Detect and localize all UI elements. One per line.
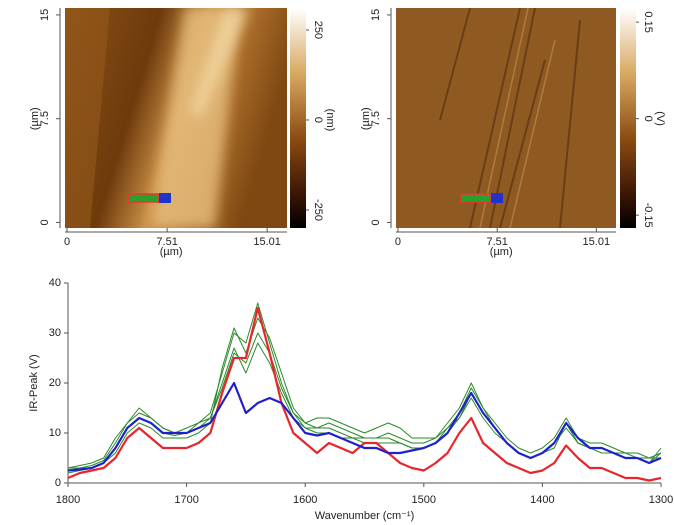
y-tick-label: 0 xyxy=(55,477,61,489)
spectrum-line xyxy=(67,317,662,474)
x-tick-label: 0 xyxy=(395,236,401,248)
x-tick-label: 1600 xyxy=(293,494,317,506)
x-axis-label: (µm) xyxy=(160,246,183,258)
x-tick-label: 15.01 xyxy=(253,236,281,248)
spectrum-line xyxy=(67,332,662,471)
spectrum-line xyxy=(67,381,662,472)
y-tick-label: 15 xyxy=(39,9,51,21)
x-tick-label: 0 xyxy=(64,236,70,248)
colorbar-tick-label: -0.15 xyxy=(642,203,654,228)
colorbar-tick-label: -250 xyxy=(312,199,324,221)
colorbar-tick-label: 0 xyxy=(312,117,324,123)
y-tick-label: 15 xyxy=(370,9,382,21)
y-tick-label: 7.5 xyxy=(370,111,382,126)
x-tick-label: 15.01 xyxy=(583,236,611,248)
x-tick-label: 7.51 xyxy=(156,236,177,248)
x-tick-label: 1700 xyxy=(174,494,198,506)
topography-image xyxy=(65,8,287,228)
y-tick-label: 0 xyxy=(370,219,382,225)
colorbar-tick-label: 250 xyxy=(312,21,324,39)
colorbar xyxy=(620,8,636,228)
x-tick-label: 1500 xyxy=(412,494,436,506)
ir-amplitude-image xyxy=(396,8,616,228)
y-tick-label: 0 xyxy=(39,219,51,225)
colorbar xyxy=(290,8,306,228)
y-axis-label: (µm) xyxy=(29,107,41,130)
x-tick-label: 1800 xyxy=(56,494,80,506)
colorbar-label: (V) xyxy=(654,111,666,126)
colorbar-tick-label: 0 xyxy=(642,116,654,122)
x-tick-label: 1300 xyxy=(649,494,673,506)
y-axis-label: (µm) xyxy=(360,107,372,130)
spectrum-line xyxy=(67,306,662,482)
colorbar-label: (nm) xyxy=(324,109,336,132)
x-axis-label: Wavenumber (cm⁻¹) xyxy=(315,510,415,522)
y-tick-label: 10 xyxy=(49,427,61,439)
x-tick-label: 7.51 xyxy=(487,236,508,248)
y-tick-label: 30 xyxy=(49,327,61,339)
y-tick-label: 7.5 xyxy=(39,111,51,126)
colorbar-tick-label: 0.15 xyxy=(642,11,654,32)
y-tick-label: 40 xyxy=(49,277,61,289)
y-tick-label: 20 xyxy=(49,377,61,389)
x-axis-label: (µm) xyxy=(490,246,513,258)
y-axis-label: IR-Peak (V) xyxy=(28,354,40,411)
scan-marker xyxy=(128,193,503,203)
spectrum-line xyxy=(67,342,661,469)
x-tick-label: 1400 xyxy=(530,494,554,506)
